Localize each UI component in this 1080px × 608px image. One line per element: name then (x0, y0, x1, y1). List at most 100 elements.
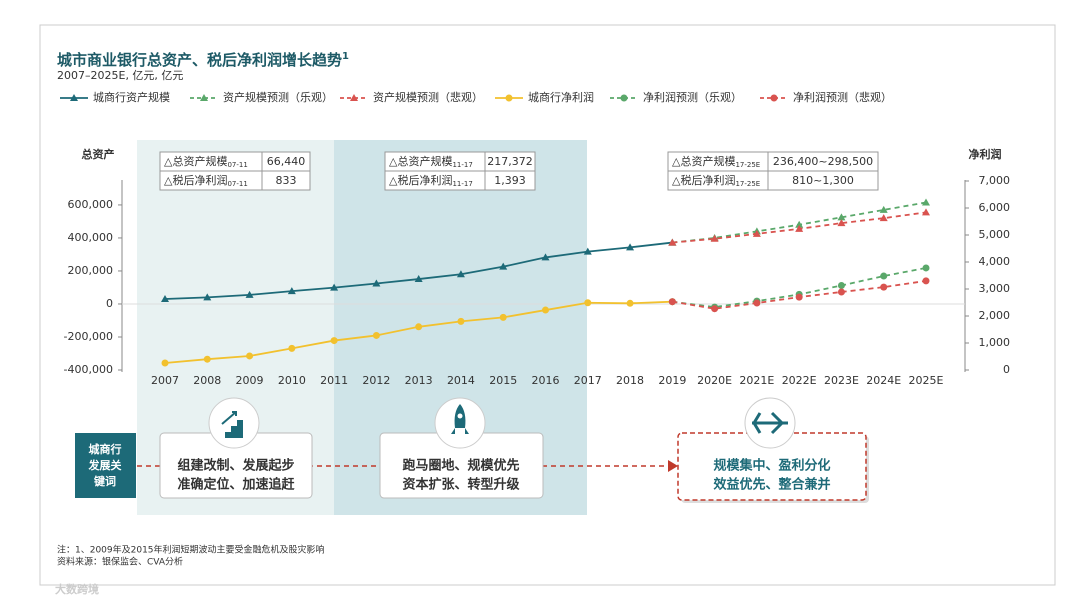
x-tick-label: 2013 (405, 374, 433, 387)
point (203, 355, 211, 363)
y2-tick-label: 2,000 (979, 309, 1011, 322)
footnote: 资料来源：银保监会、CVA分析 (57, 556, 183, 568)
point (330, 283, 339, 291)
point (542, 306, 549, 314)
stage-text: 准确定位、加速追赶 (177, 477, 295, 493)
x-tick-label: 2014 (447, 374, 475, 387)
x-tick-label: 2016 (532, 374, 560, 387)
x-tick-label: 2018 (616, 374, 644, 387)
point (161, 359, 169, 367)
y2-tick-label: 3,000 (979, 282, 1011, 295)
table-value: 66,440 (267, 155, 306, 168)
x-tick-label: 2020E (697, 374, 732, 387)
table-cell (261, 170, 311, 191)
label-sub: 11-17 (452, 161, 472, 169)
stage-text: 组建改制、发展起步 (177, 458, 294, 474)
point (246, 352, 254, 360)
point (626, 243, 635, 251)
point (795, 220, 804, 228)
label-sub: 17-25E (735, 180, 760, 188)
keyword-text: 城商行 (89, 442, 122, 456)
x-tick-label: 2025E (909, 374, 944, 387)
y2-axis-title: 净利润 (969, 147, 1002, 161)
point (161, 295, 169, 303)
x-tick-label: 2015 (489, 374, 517, 387)
x-tick-label: 2010 (278, 374, 306, 387)
y2-tick-label: 6,000 (979, 201, 1011, 214)
legend-item: 城商行净利润 (495, 90, 594, 104)
legend-marker (620, 94, 628, 102)
table-label: △总资产规模11-17 (389, 154, 473, 169)
y-tick-label: 0 (106, 297, 113, 310)
label-text: △总资产规模 (164, 154, 227, 168)
y-tick-label: -200,000 (64, 330, 113, 343)
y-tick-label: 200,000 (68, 264, 114, 277)
stage-text: 规模集中、盈利分化 (713, 458, 830, 474)
point (456, 270, 465, 278)
point (245, 290, 254, 298)
x-tick-label: 2012 (362, 374, 390, 387)
table-label: △税后净利润17-25E (672, 173, 760, 188)
x-tick-label: 2007 (151, 374, 179, 387)
point (583, 247, 592, 255)
y2-tick-label: 5,000 (979, 228, 1011, 241)
point (203, 293, 212, 301)
point (879, 205, 888, 213)
point (372, 331, 380, 339)
legend-item: 净利润预测（乐观） (610, 90, 742, 104)
y2-tick-label: 4,000 (979, 255, 1011, 268)
table-value: 217,372 (487, 155, 533, 168)
label-sub: 17-25E (735, 161, 760, 169)
y-tick-label: 600,000 (68, 198, 114, 211)
legend-label: 城商行资产规模 (93, 90, 170, 104)
point (499, 262, 508, 270)
legend-marker (770, 94, 778, 102)
legend-label: 资产规模预测（悲观） (373, 90, 483, 104)
y-tick-label: -400,000 (64, 363, 113, 376)
point (837, 288, 845, 296)
point (922, 264, 930, 272)
x-tick-label: 2019 (658, 374, 686, 387)
point (584, 299, 592, 307)
watermark: 大数跨境 (55, 582, 99, 596)
keyword-text: 发展关 (88, 458, 122, 472)
stage-text: 资本扩张、转型升级 (402, 477, 520, 493)
icon (208, 397, 260, 449)
stage-text: 跑马圈地、规模优先 (402, 458, 519, 474)
y2-tick-label: 0 (1003, 363, 1010, 376)
point (710, 234, 719, 242)
point (414, 275, 423, 283)
x-tick-label: 2017 (574, 374, 602, 387)
label-sub: 07-11 (227, 180, 247, 188)
legend-marker (350, 94, 358, 101)
keyword-text: 键词 (93, 474, 116, 488)
x-tick-label: 2021E (739, 374, 774, 387)
table-value: 236,400~298,500 (773, 155, 873, 168)
x-tick-label: 2024E (866, 374, 901, 387)
point (879, 214, 888, 222)
x-tick-label: 2008 (193, 374, 221, 387)
legend-label: 净利润预测（悲观） (793, 90, 892, 104)
stage-text: 效益优先、整合兼并 (713, 477, 830, 493)
legend-label: 资产规模预测（乐观） (223, 90, 333, 104)
table-cell (767, 170, 879, 191)
icon (434, 397, 486, 449)
icon (744, 397, 796, 449)
table-label: △总资产规模07-11 (164, 154, 248, 169)
legend-label: 城商行净利润 (528, 90, 594, 104)
point (541, 253, 550, 261)
legend-item: 城商行资产规模 (60, 90, 170, 104)
point (753, 299, 761, 307)
point (626, 299, 634, 307)
point (711, 305, 719, 313)
footnote: 注：1、2009年及2015年利润短期波动主要受金融危机及股灾影响 (57, 544, 325, 556)
point (499, 313, 507, 321)
table-cell (484, 170, 536, 191)
arrow-head (668, 460, 678, 472)
label-text: △税后净利润 (389, 173, 452, 187)
x-tick-label: 2023E (824, 374, 859, 387)
table-value: 810~1,300 (792, 174, 854, 187)
point (287, 287, 296, 295)
legend-item: 资产规模预测（乐观） (190, 90, 333, 104)
